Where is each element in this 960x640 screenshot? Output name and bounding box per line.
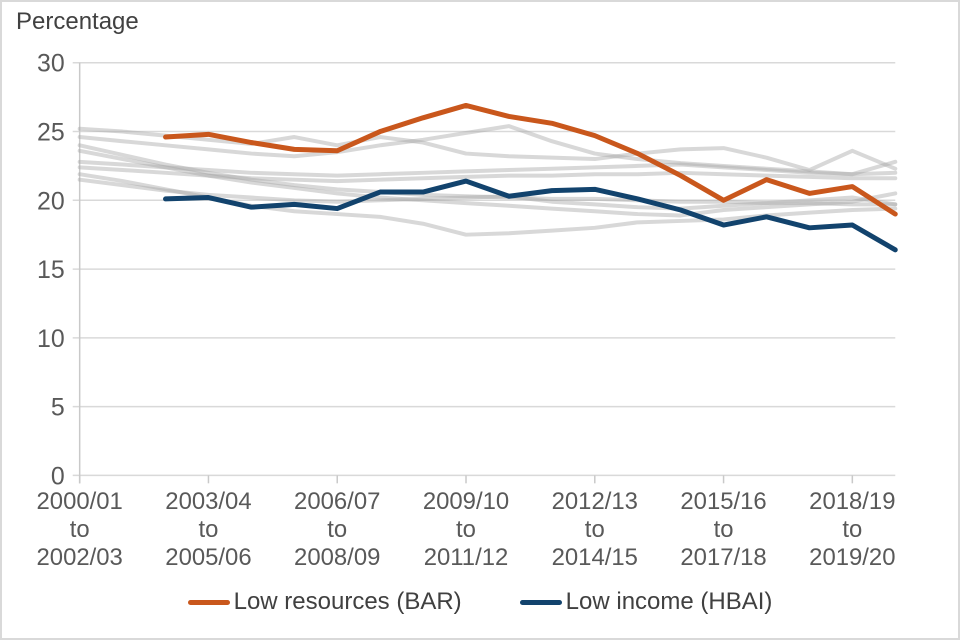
x-tick-label-3-row-2: 2011/12: [424, 544, 509, 571]
x-tick-label-1-row-1: to: [198, 516, 218, 543]
x-tick-label-5-row-1: to: [714, 516, 734, 543]
legend-item-low-resources: Low resources (BAR): [187, 588, 462, 616]
x-tick-label-5-row-2: 2017/18: [680, 544, 766, 571]
x-tick-label-4-row-0: 2012/13: [552, 488, 638, 515]
x-tick-label-3-row-0: 2009/10: [423, 488, 509, 515]
x-tick-label-0-row-1: to: [70, 516, 90, 543]
y-tick-label-15: 15: [37, 256, 65, 284]
x-tick-label-4-row-1: to: [585, 516, 605, 543]
x-tick-label-2-row-1: to: [327, 516, 347, 543]
y-tick-label-20: 20: [37, 187, 65, 215]
x-tick-label-6-row-2: 2019/20: [809, 544, 895, 571]
y-tick-label-10: 10: [37, 325, 65, 353]
series-line-low-income-hbai-: [163, 178, 898, 253]
legend-label-low-resources: Low resources (BAR): [233, 588, 462, 615]
y-tick-label-0: 0: [51, 462, 65, 490]
x-tick-label-1-row-0: 2003/04: [165, 488, 251, 515]
x-tick-label-1-row-2: 2005/06: [165, 544, 251, 571]
x-tick-label-4-row-2: 2014/15: [552, 544, 638, 571]
chart-title: Percentage: [16, 8, 139, 35]
x-tick-label-5-row-0: 2015/16: [680, 488, 766, 515]
y-tick-label-30: 30: [37, 50, 65, 78]
low-income-line-swatch: [519, 599, 562, 605]
x-tick-label-6-row-0: 2018/19: [809, 488, 895, 515]
chart-legend: Low resources (BAR) Low income (HBAI): [2, 588, 958, 616]
x-tick-label-6-row-1: to: [842, 516, 862, 543]
series-line-other-measure-8: [77, 177, 898, 211]
series-line-other-measure-4: [77, 148, 898, 218]
x-tick-label-2-row-0: 2006/07: [294, 488, 380, 515]
y-tick-label-25: 25: [37, 119, 65, 147]
x-tick-label-0-row-2: 2002/03: [37, 544, 123, 571]
series-line-low-resources-bar-: [163, 102, 898, 217]
legend-label-low-income: Low income (HBAI): [565, 588, 773, 615]
legend-item-low-income: Low income (HBAI): [519, 588, 773, 616]
y-tick-label-5: 5: [51, 394, 65, 422]
series-line-other-measure-6: [77, 165, 898, 184]
x-tick-label-3-row-1: to: [456, 516, 476, 543]
low-resources-line-swatch: [187, 599, 230, 605]
series-line-other-measure-5: [77, 159, 898, 178]
series-line-other-measure-2: [77, 124, 898, 177]
series-line-other-measure-3: [77, 143, 898, 207]
series-line-other-measure-1: [77, 126, 898, 173]
x-tick-label-2-row-2: 2008/09: [294, 544, 380, 571]
chart-svg: 0510152025302000/01to2002/032003/04to200…: [37, 50, 898, 571]
x-tick-label-0-row-0: 2000/01: [37, 488, 123, 515]
